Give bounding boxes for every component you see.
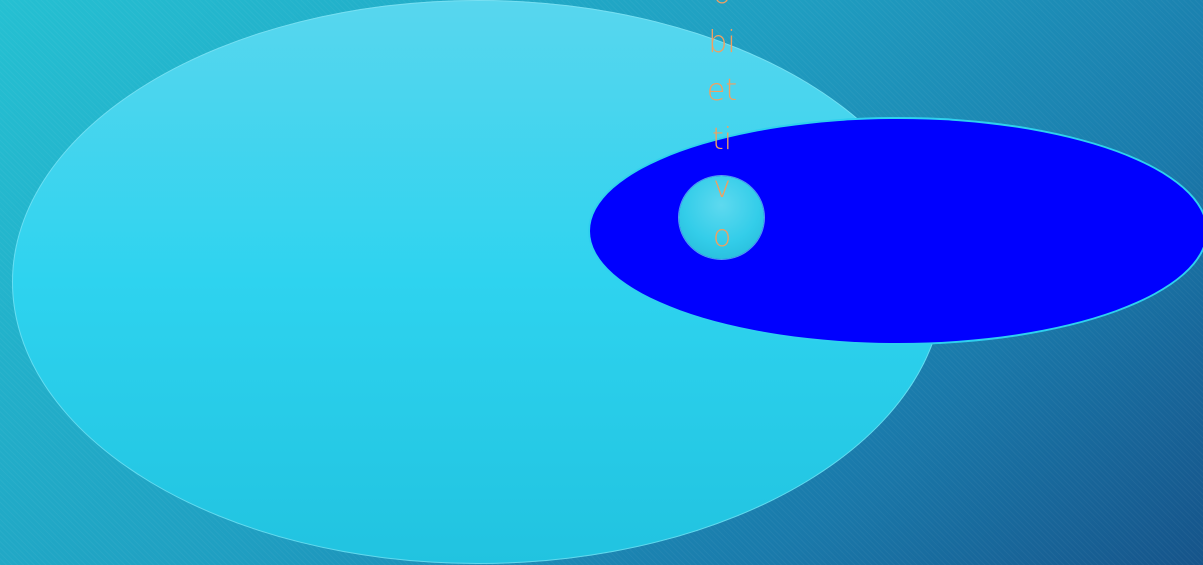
- vertical-word-obiettivo: obiettivo: [704, 0, 740, 261]
